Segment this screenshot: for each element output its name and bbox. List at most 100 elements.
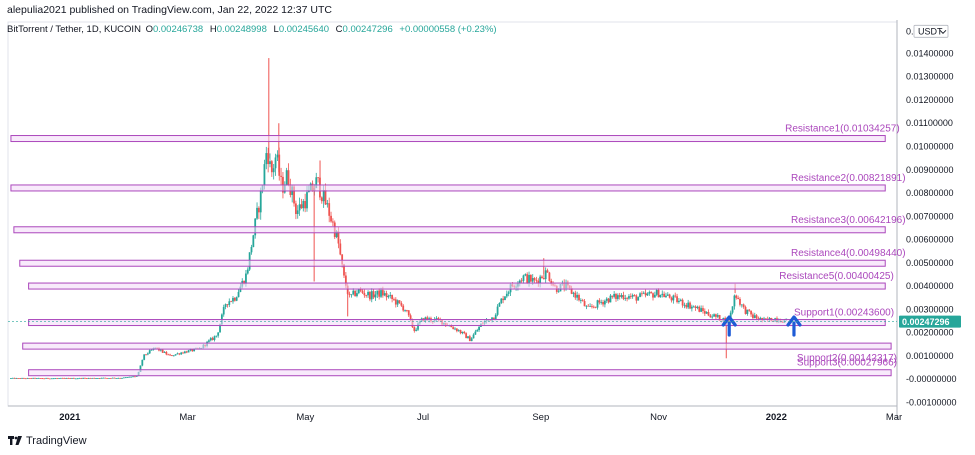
candle-body xyxy=(235,297,238,301)
candle-body xyxy=(56,378,59,380)
candle-body xyxy=(415,329,418,331)
candle-body xyxy=(524,274,527,276)
chevron-down-icon xyxy=(939,29,947,34)
candle-body xyxy=(146,353,149,355)
candle-body xyxy=(544,270,547,280)
candle-body xyxy=(759,317,762,320)
candle-body xyxy=(109,378,112,379)
level-label: Support2(0.00142317) xyxy=(797,353,897,364)
candle-body xyxy=(30,378,33,379)
candle-body xyxy=(718,315,721,321)
candle-body xyxy=(546,270,549,273)
candle-body xyxy=(505,293,508,297)
candle-body xyxy=(587,305,590,307)
candle-body xyxy=(265,153,268,165)
candle-body xyxy=(174,354,177,356)
candle-body xyxy=(557,291,560,293)
last-price-tag xyxy=(899,315,961,328)
candle-body xyxy=(72,378,75,379)
candle-body xyxy=(263,164,266,186)
candle-body xyxy=(302,201,305,209)
candle-body xyxy=(28,378,31,379)
y-tick-label: 0.01100000 xyxy=(906,118,953,128)
candle-body xyxy=(644,292,647,296)
candle-body xyxy=(339,243,342,255)
candle-body xyxy=(134,376,136,378)
candle-body xyxy=(655,289,658,295)
candle-body xyxy=(542,278,545,280)
candle-body xyxy=(463,331,466,334)
candle-body xyxy=(690,306,693,309)
candle-body xyxy=(150,349,153,351)
candle-body xyxy=(324,189,327,205)
candle-body xyxy=(539,276,542,284)
candle-body xyxy=(585,305,588,307)
candle-body xyxy=(687,302,690,308)
candle-body xyxy=(398,300,401,303)
candle-body xyxy=(320,197,323,202)
candle-body xyxy=(280,175,282,177)
candle-body xyxy=(435,318,438,320)
candle-body xyxy=(267,153,270,165)
candle-body xyxy=(98,378,101,379)
candle-body xyxy=(531,278,534,282)
candle-body xyxy=(740,304,743,306)
candle-body xyxy=(461,331,464,334)
candle-body xyxy=(322,189,325,202)
candle-body xyxy=(272,168,275,173)
y-tick-label: 0.00100000 xyxy=(906,351,954,361)
candle-body xyxy=(13,377,16,379)
candle-body xyxy=(579,300,582,301)
y-tick-label: 0.01200000 xyxy=(906,95,954,105)
candle-body xyxy=(768,317,771,321)
candle-body xyxy=(496,306,499,315)
candle-body xyxy=(213,336,216,340)
y-tick-label: 0.01400000 xyxy=(906,48,954,58)
candle-body xyxy=(87,378,90,379)
candle-body xyxy=(467,336,469,339)
candle-body xyxy=(97,378,99,379)
candle-body xyxy=(381,290,384,296)
tradingview-logo-icon xyxy=(8,436,22,445)
candle-body xyxy=(696,306,699,309)
candle-body xyxy=(108,378,110,379)
candle-body xyxy=(233,297,236,301)
candle-body xyxy=(406,310,408,311)
candle-body xyxy=(396,300,399,305)
candle-body xyxy=(130,376,133,378)
candle-body xyxy=(163,351,166,353)
candle-body xyxy=(328,203,331,216)
candle-body xyxy=(385,293,388,298)
candle-body xyxy=(178,353,181,355)
candle-body xyxy=(700,308,703,312)
y-tick-label: -0.00000000 xyxy=(906,374,957,384)
candle-body xyxy=(224,304,227,308)
candle-body xyxy=(707,312,710,316)
candle-body xyxy=(296,210,299,214)
candle-body xyxy=(293,186,295,204)
candle-body xyxy=(602,301,604,305)
candle-body xyxy=(605,298,608,301)
candle-body xyxy=(352,290,355,295)
candle-body xyxy=(498,303,501,307)
open-label: O xyxy=(145,24,153,35)
x-tick-label: May xyxy=(296,412,314,423)
candle-body xyxy=(615,293,617,299)
symbol-legend: BitTorrent / Tether, 1D, KUCOIN O0.00246… xyxy=(7,24,497,35)
candle-body xyxy=(208,340,210,342)
candle-body xyxy=(393,299,395,300)
candle-body xyxy=(93,377,96,379)
candle-body xyxy=(391,295,394,300)
candle-body xyxy=(676,296,678,303)
candle-body xyxy=(470,338,473,342)
candle-body xyxy=(285,170,288,186)
candle-body xyxy=(237,291,240,298)
candle-body xyxy=(472,334,475,339)
footer-brand[interactable]: TradingView xyxy=(8,435,87,447)
candle-body xyxy=(80,377,83,379)
candle-body xyxy=(211,338,214,340)
y-tick-label: 0.00600000 xyxy=(906,235,954,245)
candle-body xyxy=(735,295,738,298)
candle-body xyxy=(376,290,379,295)
